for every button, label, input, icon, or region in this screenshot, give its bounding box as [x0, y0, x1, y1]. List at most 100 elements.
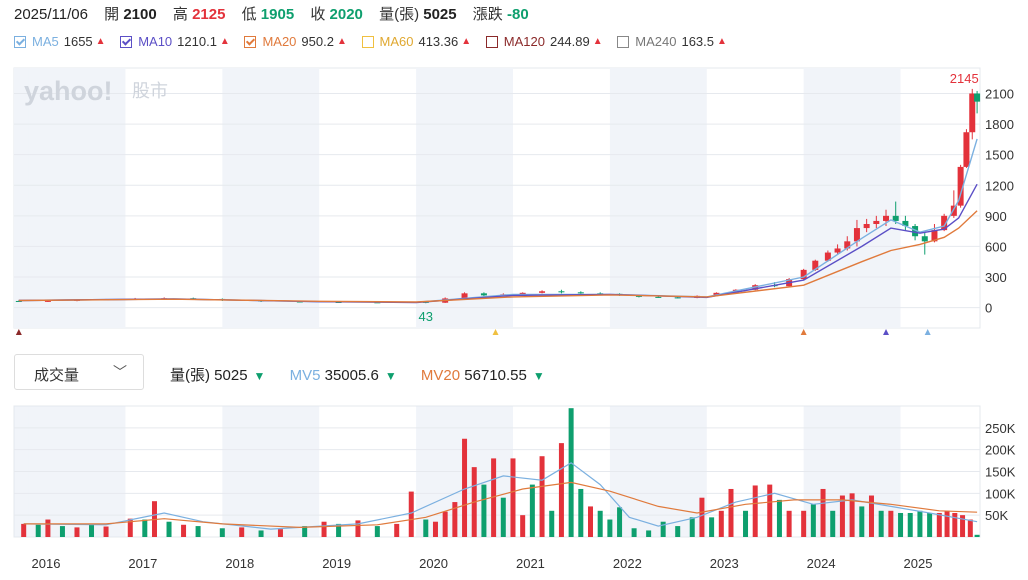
volume-bar — [491, 458, 497, 537]
ma5-value: 1655 — [63, 34, 93, 49]
ma10-checkbox[interactable] — [120, 35, 133, 48]
volume-info: 量(張) 5025 ▼ MV5 35005.6 ▼ MV20 56710.55 ▼ — [170, 364, 565, 385]
volume-bar — [646, 530, 652, 537]
volume-bar — [374, 526, 380, 537]
volume-bar — [810, 504, 816, 537]
mv20-line — [23, 481, 978, 529]
event-marker — [883, 329, 890, 335]
volume-bar — [888, 510, 894, 537]
price-chart[interactable]: yahoo! 股市 0 300 600 900 1200 1500 1800 2100 214… — [0, 62, 1028, 340]
candle-body — [950, 205, 957, 216]
candle-body — [674, 297, 681, 299]
ma10-label: MA10 — [138, 34, 173, 49]
volume-bar — [907, 512, 913, 537]
volume-bar — [967, 519, 973, 537]
candle-body — [931, 230, 938, 242]
candle-body — [480, 293, 487, 296]
candle-body — [963, 132, 970, 167]
volume-bar — [558, 443, 564, 537]
candle-body — [812, 260, 819, 270]
volume-bar — [936, 512, 942, 537]
volume-bar — [849, 493, 855, 537]
volume-bar — [258, 530, 264, 537]
volume-bar — [423, 519, 429, 537]
ma10-value: 1210.1 — [177, 34, 217, 49]
year-tick-label: 2019 — [322, 556, 351, 571]
ma60-checkbox[interactable] — [361, 35, 374, 48]
year-tick-label: 2020 — [419, 556, 448, 571]
low-value: 1905 — [260, 6, 295, 23]
candle-body — [912, 226, 919, 237]
volume-chart[interactable]: 50K 100K 150K 200K 250K 2016 2017 2018 2019 2020… — [0, 404, 1028, 580]
volume-tick-label: 250K — [985, 421, 1016, 436]
ma5-up-icon: ▲ — [95, 36, 106, 47]
year-tick-label: 2016 — [32, 556, 61, 571]
volume-bar — [767, 484, 773, 537]
ma-legend: MA5 1655 ▲ MA10 1210.1 ▲ MA20 950.2 ▲ MA60 413.… — [14, 34, 738, 51]
ma20-toggle[interactable]: MA20 950.2 ▲ — [244, 34, 347, 49]
ma20-value: 950.2 — [301, 34, 334, 49]
watermark-section: 股市 — [132, 81, 168, 101]
ma240-toggle[interactable]: MA240 163.5 ▲ — [617, 34, 727, 49]
chevron-down-icon: ﹀ — [113, 364, 127, 380]
volume-bar — [302, 526, 308, 537]
volume-bar — [660, 521, 666, 537]
ma5-checkbox[interactable] — [14, 35, 26, 48]
year-tick-label: 2021 — [516, 556, 545, 571]
volume-bar — [549, 510, 555, 537]
vol-label: 量(張) — [170, 367, 210, 384]
year-tick-label: 2023 — [710, 556, 739, 571]
mv5-line — [23, 462, 978, 530]
volume-bar — [743, 510, 749, 537]
candle-body — [800, 269, 807, 280]
volume-bar — [529, 484, 535, 537]
volume-bar — [820, 488, 826, 537]
volume-tick-label: 150K — [985, 465, 1016, 480]
change-label: 漲跌 — [472, 6, 503, 23]
volume-tick-label: 50K — [985, 508, 1008, 523]
ohlc-summary: 2025/11/06 開 2100 高 2125 低 1905 收 2020 量… — [14, 3, 541, 23]
ma20-label: MA20 — [262, 34, 297, 49]
ma5-toggle[interactable]: MA5 1655 ▲ — [14, 34, 106, 49]
candle-body — [558, 291, 565, 293]
volume-bar — [166, 521, 172, 537]
volume-bar — [952, 512, 958, 537]
ma60-toggle[interactable]: MA60 413.36 ▲ — [361, 34, 471, 49]
ma120-checkbox[interactable] — [485, 35, 498, 48]
volume-bar — [689, 517, 695, 537]
candle-body — [461, 293, 468, 299]
event-marker — [15, 329, 22, 335]
mv5-value: 35005.6 — [324, 367, 379, 384]
candle-body — [957, 166, 964, 206]
candle-body — [902, 220, 909, 227]
volume-bar — [786, 510, 792, 537]
ma240-up-icon: ▲ — [717, 36, 727, 47]
candle-body — [873, 220, 880, 224]
ma120-toggle[interactable]: MA120 244.89 ▲ — [485, 34, 603, 49]
volume-bar — [927, 512, 933, 537]
ma240-checkbox[interactable] — [617, 35, 630, 48]
yahoo-watermark: yahoo! — [24, 76, 113, 106]
price-tick-label: 900 — [985, 209, 1007, 224]
price-tick-label: 600 — [985, 239, 1007, 254]
year-band — [803, 68, 901, 328]
ma10-toggle[interactable]: MA10 1210.1 ▲ — [120, 34, 230, 49]
indicator-select[interactable]: 成交量 ﹀ — [14, 354, 144, 390]
candle-body — [883, 215, 890, 221]
candle-body — [15, 300, 22, 302]
ma20-checkbox[interactable] — [244, 35, 257, 48]
volume-bar — [587, 506, 593, 537]
volume-bar — [74, 527, 80, 537]
volume-bar — [127, 518, 133, 537]
volume-bar — [974, 534, 980, 537]
open-label: 開 — [104, 6, 120, 23]
year-tick-label: 2018 — [225, 556, 254, 571]
price-tick-label: 2100 — [985, 86, 1014, 101]
open-value: 2100 — [123, 6, 157, 23]
candle-body — [941, 215, 948, 231]
volume-bar — [801, 510, 807, 537]
price-tick-label: 1500 — [985, 148, 1014, 163]
candle-body — [863, 224, 870, 229]
volume-bar — [709, 517, 715, 537]
candle-body — [844, 241, 851, 249]
